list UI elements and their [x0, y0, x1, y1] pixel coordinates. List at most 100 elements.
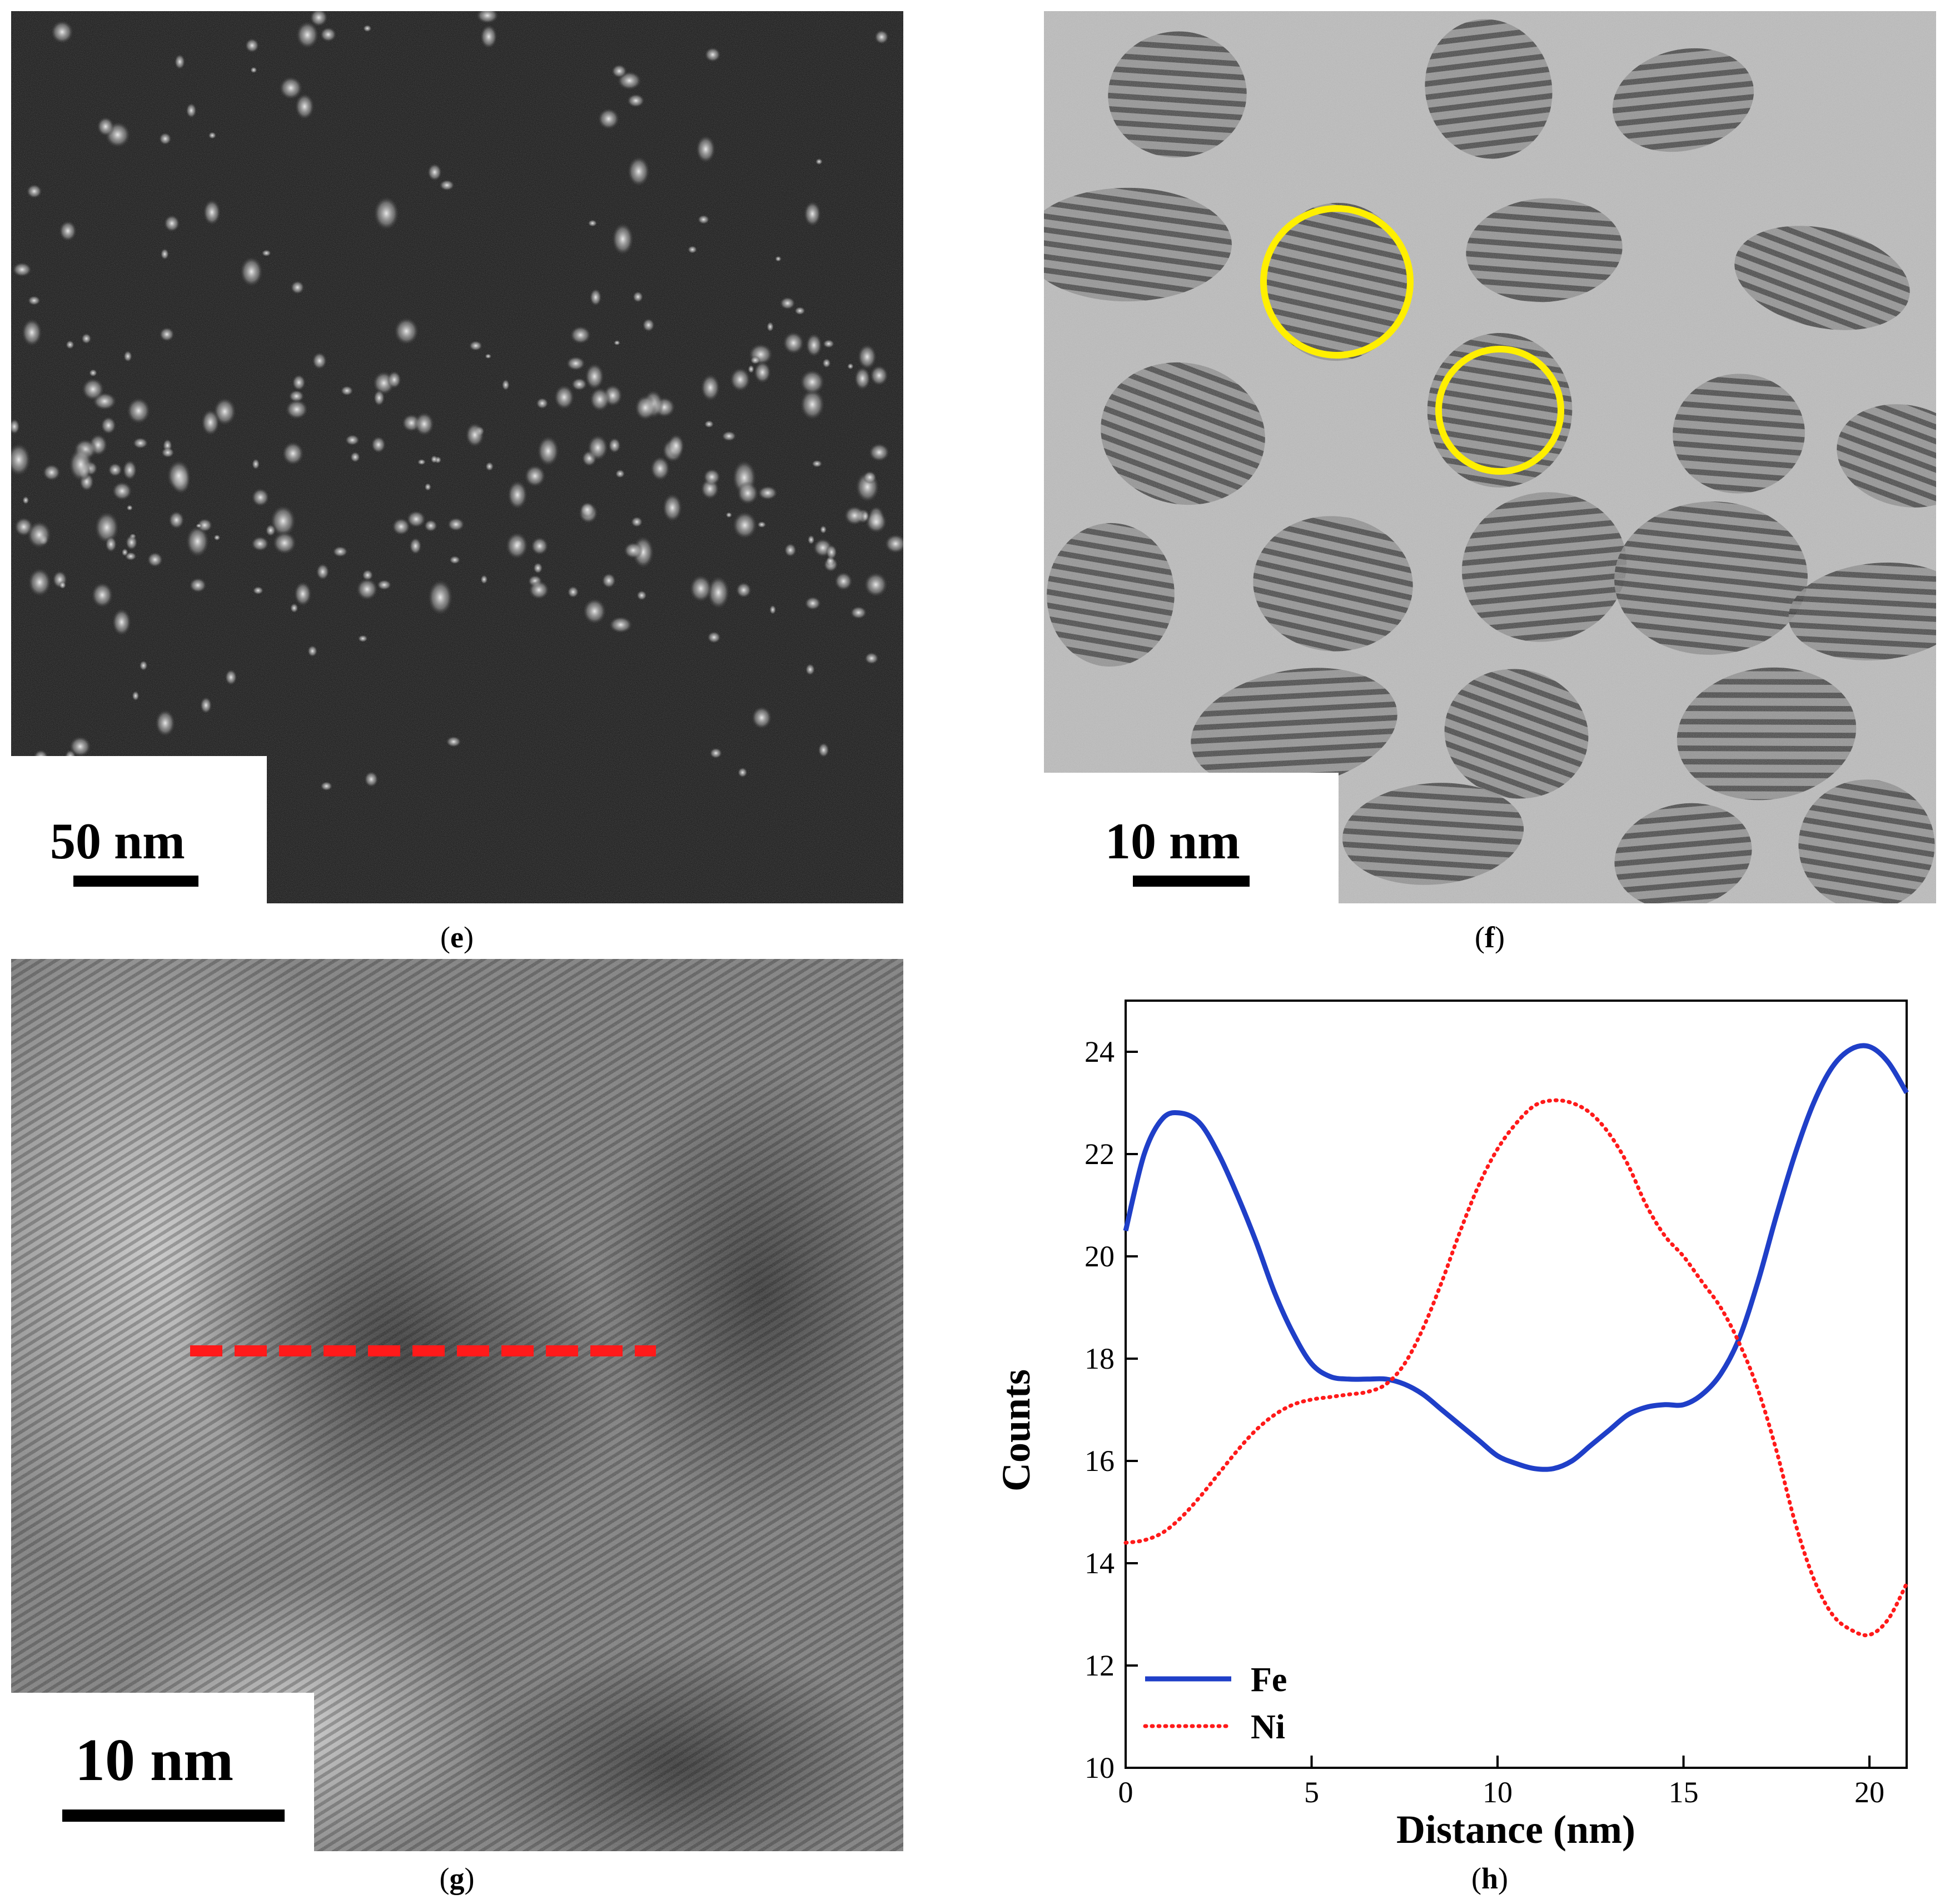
bright-spot — [91, 581, 114, 609]
bright-spot — [697, 215, 710, 225]
bright-spot — [533, 562, 543, 574]
bright-spot — [721, 430, 737, 442]
bright-spot — [350, 451, 361, 463]
bright-spot — [160, 248, 170, 260]
bright-spot — [26, 183, 43, 199]
bright-spot — [650, 455, 671, 481]
darkfield-micrograph — [11, 11, 903, 903]
x-tick-label: 5 — [1304, 1776, 1319, 1809]
bright-spot — [632, 291, 644, 303]
bright-spot — [58, 220, 77, 242]
bright-spot — [121, 548, 129, 557]
bright-spot — [803, 200, 822, 227]
bright-spot — [799, 369, 825, 395]
scale-bar-box-g: 10 nm — [11, 1693, 314, 1851]
bright-spot — [357, 634, 369, 643]
bright-spot — [250, 66, 257, 73]
bright-spot — [132, 437, 149, 449]
caption-f: (f) — [1475, 921, 1505, 954]
bright-spot — [811, 460, 823, 468]
bright-spot — [530, 536, 549, 556]
bright-spot — [524, 464, 546, 488]
bright-spot — [707, 575, 730, 610]
x-axis-label: Distance (nm) — [1396, 1807, 1635, 1852]
bright-spot — [94, 510, 120, 544]
bright-spot — [81, 332, 92, 345]
bright-spot — [139, 660, 148, 671]
bright-spot — [869, 365, 889, 386]
bright-spot — [507, 479, 528, 510]
bright-spot — [729, 367, 751, 392]
bright-spot — [147, 551, 163, 568]
tem-image-e: 50 nm — [11, 11, 903, 903]
bright-spot — [854, 366, 871, 391]
bright-spot — [387, 370, 402, 389]
bright-spot — [822, 358, 832, 369]
bright-spot — [424, 519, 438, 533]
bright-spot — [750, 356, 761, 365]
bright-spot — [535, 397, 549, 410]
x-tick-label: 10 — [1483, 1776, 1513, 1809]
bright-spot — [757, 521, 767, 528]
bright-spot — [445, 735, 462, 748]
bright-spot — [857, 344, 877, 370]
bright-spot — [251, 535, 270, 552]
bright-spot — [105, 535, 117, 553]
bright-spot — [155, 709, 176, 738]
bright-spot — [784, 543, 797, 558]
bright-spot — [704, 47, 722, 63]
bright-spot — [158, 326, 175, 342]
y-tick-label: 20 — [1085, 1240, 1115, 1273]
bright-spot — [201, 409, 220, 436]
bright-spot — [571, 377, 588, 391]
bright-spot — [239, 256, 263, 287]
bright-spot — [252, 586, 264, 595]
bright-spot — [391, 517, 411, 536]
bright-spot — [822, 339, 835, 349]
bright-spot — [818, 742, 830, 758]
bright-spot — [107, 463, 123, 478]
y-tick-label: 10 — [1085, 1751, 1115, 1784]
y-tick-label: 14 — [1085, 1547, 1115, 1580]
legend-label-ni: Ni — [1251, 1708, 1285, 1746]
bright-spot — [439, 179, 455, 191]
bright-spot — [417, 459, 426, 465]
bright-spot — [288, 389, 305, 403]
bright-spot — [125, 534, 138, 551]
bright-spot — [430, 455, 438, 464]
y-tick-label: 12 — [1085, 1649, 1115, 1682]
bright-spot — [26, 520, 52, 549]
bright-spot — [294, 92, 315, 121]
caption-g: (g) — [439, 1862, 475, 1895]
bright-spot — [11, 442, 32, 477]
bright-spot — [225, 669, 237, 686]
bright-spot — [362, 24, 372, 32]
bright-spot — [634, 394, 656, 421]
bright-spot — [132, 690, 140, 702]
bright-spot — [737, 481, 759, 505]
legend-label-fe: Fe — [1251, 1661, 1287, 1699]
bright-spot — [278, 76, 304, 100]
bright-spot — [874, 29, 889, 45]
bright-spot — [843, 505, 865, 526]
bright-spot — [261, 249, 272, 257]
bright-spot — [393, 316, 420, 346]
bright-spot — [636, 590, 648, 601]
scale-bar-box-f: 10 nm — [1044, 773, 1339, 903]
bright-spot — [704, 420, 714, 429]
bright-spot — [569, 325, 592, 345]
bright-spot — [200, 696, 212, 714]
bright-spot — [320, 781, 333, 791]
caption-h: (h) — [1471, 1862, 1508, 1895]
plot-frame — [1125, 1000, 1908, 1769]
bright-spot — [725, 511, 733, 518]
bright-spot — [123, 350, 133, 362]
bright-spot — [584, 362, 605, 390]
bright-spot — [373, 389, 385, 407]
bright-spot — [611, 222, 634, 256]
bright-spot — [272, 531, 297, 555]
bright-spot — [163, 214, 181, 232]
bright-spot — [613, 340, 621, 346]
bright-spot — [88, 369, 98, 377]
bright-spot — [469, 340, 483, 351]
